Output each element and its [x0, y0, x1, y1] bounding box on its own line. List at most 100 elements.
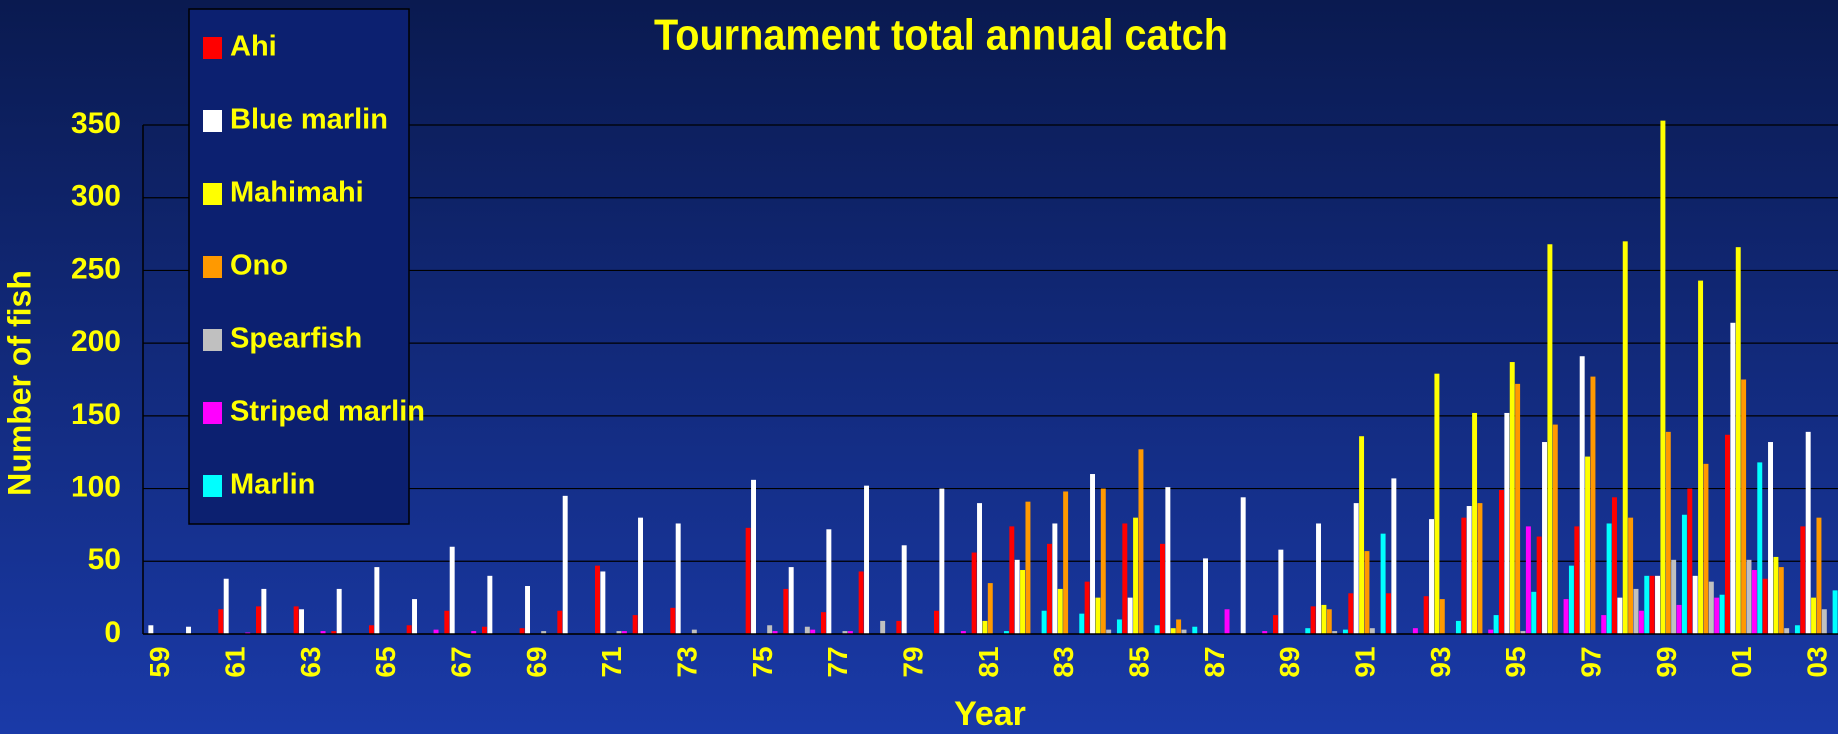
bar: [810, 629, 816, 634]
bar: [1429, 519, 1434, 634]
bar: [1122, 523, 1128, 634]
y-tick-label: 300: [71, 180, 121, 213]
bar: [1310, 606, 1316, 634]
bar: [1751, 570, 1757, 634]
bar: [804, 626, 810, 634]
bar: [896, 620, 902, 634]
bar: [1192, 626, 1198, 634]
bar: [1762, 578, 1768, 634]
bar: [1052, 523, 1058, 634]
x-tick-label: 71: [596, 646, 627, 677]
bar: [487, 575, 493, 634]
bar: [1434, 373, 1440, 634]
y-tick-label: 0: [104, 616, 121, 649]
bar: [1154, 625, 1160, 634]
bar: [939, 488, 945, 634]
bar: [1014, 559, 1020, 634]
bar: [1665, 431, 1671, 634]
x-tick-label: 95: [1500, 646, 1531, 677]
legend-swatch: [203, 475, 222, 497]
bar: [1585, 456, 1591, 634]
bar: [541, 631, 547, 634]
bar: [1326, 609, 1332, 634]
bar: [406, 625, 412, 634]
bar: [1574, 526, 1580, 634]
bar: [1084, 581, 1090, 634]
x-tick-label: 91: [1350, 646, 1381, 677]
bar: [1768, 442, 1773, 634]
x-tick-label: 75: [747, 646, 778, 677]
bar: [783, 588, 789, 634]
bar: [433, 629, 439, 634]
legend-label: Spearfish: [230, 323, 362, 355]
bar: [1644, 575, 1650, 634]
bar: [336, 588, 342, 634]
chart-title: Tournament total annual catch: [654, 11, 1228, 60]
bar: [1009, 526, 1015, 634]
bar: [1568, 565, 1574, 634]
bar: [1100, 488, 1106, 634]
bar: [1063, 491, 1069, 634]
x-tick-label: 63: [295, 646, 326, 677]
bar: [1090, 474, 1095, 634]
x-tick-label: 01: [1726, 646, 1757, 677]
bar: [1412, 628, 1418, 634]
bar: [1203, 558, 1208, 634]
legend-label: Marlin: [230, 469, 315, 501]
legend-swatch: [203, 37, 222, 59]
bar: [1725, 434, 1730, 634]
x-tick-label: 83: [1048, 646, 1079, 677]
bar: [1504, 412, 1510, 634]
bar: [1730, 322, 1736, 634]
bar: [788, 567, 794, 634]
bar: [331, 631, 337, 634]
bar: [595, 565, 600, 634]
bar: [1628, 517, 1634, 634]
x-tick-label: 89: [1274, 646, 1305, 677]
bar: [1127, 597, 1133, 634]
bar: [562, 495, 568, 634]
bar: [1773, 556, 1779, 634]
bar: [223, 578, 229, 634]
bar: [1542, 442, 1547, 634]
x-tick-label: 79: [898, 646, 929, 677]
bar: [745, 527, 751, 634]
bar: [1816, 517, 1822, 634]
bar: [1714, 597, 1720, 634]
bar: [600, 571, 606, 634]
bar: [1273, 615, 1278, 634]
bar: [320, 631, 326, 634]
bar: [1455, 620, 1461, 634]
x-tick-label: 85: [1124, 646, 1155, 677]
bar: [1612, 497, 1617, 634]
bar: [670, 607, 676, 634]
bar: [1321, 604, 1327, 634]
bar: [261, 588, 267, 634]
bar: [1563, 599, 1569, 634]
bar: [1579, 356, 1585, 634]
bar: [1687, 488, 1693, 634]
legend-label: Blue marlin: [230, 104, 388, 136]
bar: [519, 628, 525, 634]
x-tick-label: 03: [1802, 646, 1833, 677]
bar: [1757, 462, 1763, 634]
legend-label: Ahi: [230, 31, 277, 63]
bar: [691, 629, 697, 634]
x-tick-label: 93: [1425, 646, 1456, 677]
bar: [471, 631, 477, 634]
bar: [1079, 613, 1085, 634]
x-tick-label: 59: [144, 646, 175, 677]
bar: [1692, 575, 1698, 634]
bar: [1380, 533, 1386, 634]
bar: [1369, 628, 1375, 634]
bar: [1461, 517, 1467, 634]
bar: [1536, 536, 1542, 634]
bar: [1116, 619, 1122, 634]
bar: [557, 610, 563, 634]
bar: [1547, 244, 1553, 634]
bar: [880, 620, 886, 634]
y-tick-label: 350: [71, 107, 121, 140]
bar: [1509, 362, 1515, 634]
bar: [1703, 463, 1709, 634]
legend-box: [188, 8, 410, 525]
